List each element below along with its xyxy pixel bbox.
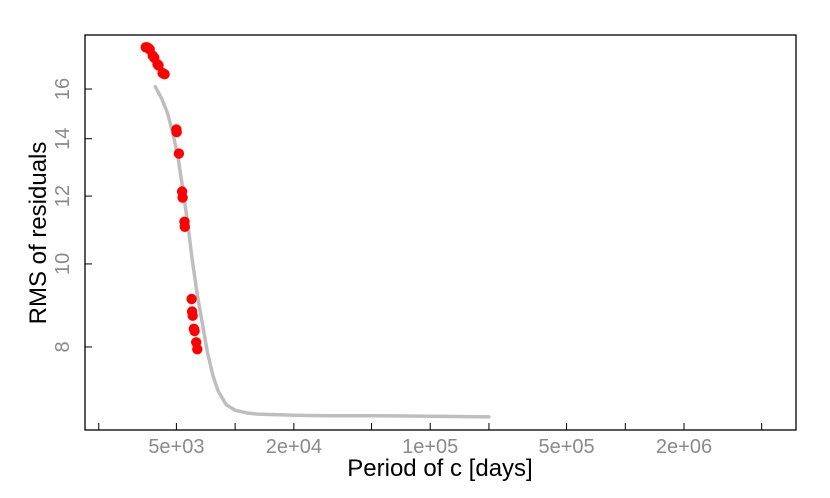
y-axis-title: RMS of residuals bbox=[25, 142, 52, 325]
data-point bbox=[186, 293, 197, 305]
x-axis-title: Period of c [days] bbox=[347, 455, 532, 482]
plot-frame bbox=[84, 34, 797, 431]
data-point bbox=[171, 126, 182, 138]
fit-curve bbox=[153, 84, 491, 419]
x-tick-label: 5e+03 bbox=[148, 436, 204, 458]
data-point bbox=[173, 148, 185, 159]
y-tick-label: 14 bbox=[52, 128, 74, 150]
data-point bbox=[189, 325, 200, 337]
series-layer bbox=[140, 42, 491, 419]
y-tick-label: 10 bbox=[52, 253, 74, 275]
data-point bbox=[153, 60, 164, 71]
x-tick-label: 2e+04 bbox=[266, 436, 322, 458]
data-point bbox=[179, 221, 190, 232]
y-tick-label: 12 bbox=[52, 185, 74, 207]
data-point bbox=[159, 69, 170, 80]
data-point bbox=[192, 344, 203, 355]
x-tick-label: 1e+05 bbox=[402, 436, 458, 458]
y-tick-label: 16 bbox=[52, 78, 74, 100]
x-tick-label: 5e+05 bbox=[538, 436, 594, 458]
y-axis-ticks: 8 10 12 14 16 bbox=[52, 78, 92, 353]
x-axis-ticks: 5e+03 2e+04 1e+05 5e+05 2e+06 bbox=[98, 423, 763, 458]
data-point bbox=[177, 192, 188, 203]
y-tick-label: 8 bbox=[52, 341, 74, 352]
data-point bbox=[187, 310, 198, 321]
x-tick-label: 2e+06 bbox=[656, 436, 712, 458]
